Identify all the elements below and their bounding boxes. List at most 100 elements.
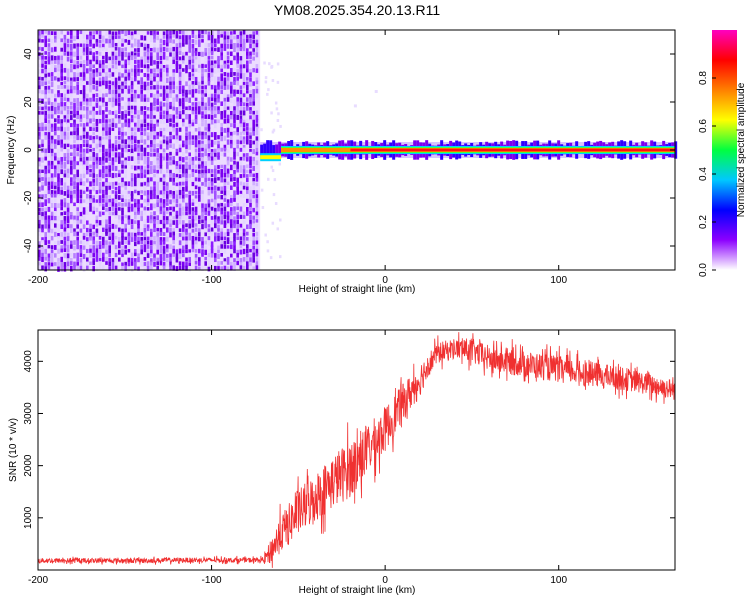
noise-cell bbox=[47, 153, 51, 158]
noise-cell bbox=[50, 63, 54, 69]
noise-cell bbox=[38, 186, 41, 192]
noise-cell bbox=[41, 106, 44, 111]
noise-cell bbox=[63, 76, 67, 81]
noise-cell bbox=[220, 64, 223, 69]
noise-cell bbox=[236, 144, 239, 149]
noise-cell bbox=[146, 64, 150, 69]
noise-cell bbox=[191, 81, 195, 85]
noise-cell bbox=[182, 35, 185, 41]
noise-cell bbox=[66, 56, 70, 62]
noise-cell bbox=[201, 156, 204, 162]
noise-cell bbox=[185, 114, 188, 120]
noise-cell bbox=[207, 101, 211, 107]
noise-cell bbox=[82, 76, 86, 82]
noise-cell bbox=[60, 161, 63, 166]
noise-cell bbox=[82, 164, 86, 170]
noise-cell bbox=[207, 43, 211, 48]
noise-cell bbox=[194, 118, 198, 124]
noise-cell bbox=[92, 77, 95, 83]
noise-cell bbox=[191, 73, 195, 78]
colorbar-scale bbox=[712, 30, 737, 270]
noise-cell bbox=[204, 69, 207, 74]
noise-cell bbox=[41, 245, 44, 250]
noise-cell bbox=[47, 85, 51, 91]
noise-cell bbox=[82, 148, 86, 153]
noise-cell bbox=[172, 256, 175, 261]
noise-cell bbox=[175, 43, 179, 49]
noise-cell bbox=[111, 43, 115, 49]
noise-cell bbox=[134, 77, 137, 82]
noise-cell bbox=[230, 31, 233, 35]
noise-cell bbox=[239, 161, 243, 166]
noise-cell bbox=[217, 169, 220, 175]
noise-cell bbox=[95, 177, 99, 183]
noise-cell bbox=[230, 219, 233, 225]
noise-cell bbox=[255, 215, 259, 219]
noise-cell bbox=[98, 105, 102, 111]
noise-cell bbox=[118, 241, 121, 246]
noise-cell bbox=[102, 227, 105, 232]
noise-cell bbox=[255, 68, 259, 73]
noise-cell bbox=[214, 156, 217, 161]
noise-cell bbox=[246, 68, 249, 73]
noise-cell bbox=[54, 202, 57, 208]
noise-cell bbox=[114, 123, 118, 128]
noise-cell bbox=[239, 168, 243, 173]
noise-cell bbox=[162, 190, 166, 196]
noise-cell bbox=[175, 55, 179, 61]
noise-cell bbox=[188, 152, 191, 157]
noise-cell bbox=[153, 232, 156, 238]
noise-cell bbox=[210, 114, 214, 120]
noise-cell bbox=[201, 224, 204, 230]
noise-cell bbox=[233, 241, 236, 246]
noise-cell bbox=[169, 122, 172, 127]
noise-cell bbox=[111, 157, 115, 162]
noise-cell bbox=[124, 174, 127, 179]
noise-cell bbox=[223, 106, 227, 111]
noise-cell bbox=[198, 173, 201, 179]
noise-cell bbox=[166, 77, 169, 84]
noise-cell bbox=[162, 152, 166, 157]
noise-cell bbox=[249, 77, 252, 83]
noise-cell bbox=[70, 110, 73, 115]
noise-cell bbox=[41, 111, 44, 115]
noise-cell bbox=[114, 245, 118, 250]
noise-cell bbox=[153, 244, 156, 250]
noise-cell bbox=[79, 60, 83, 65]
noise-cell bbox=[111, 72, 115, 77]
noise-cell bbox=[214, 228, 217, 233]
noise-cell bbox=[57, 190, 60, 196]
noise-cell bbox=[239, 56, 243, 61]
noise-cell bbox=[102, 35, 105, 40]
noise-cell bbox=[178, 106, 182, 111]
noise-cell bbox=[95, 68, 99, 74]
noise-cell bbox=[98, 93, 102, 99]
noise-cell bbox=[194, 240, 198, 245]
noise-cell bbox=[239, 206, 243, 212]
noise-cell bbox=[162, 203, 166, 208]
noise-cell bbox=[73, 193, 76, 199]
noise-cell bbox=[44, 85, 47, 90]
noise-cell bbox=[50, 127, 54, 132]
noise-cell bbox=[76, 244, 79, 250]
noise-cell bbox=[175, 266, 179, 271]
noise-cell bbox=[182, 220, 185, 225]
noise-cell bbox=[130, 81, 134, 86]
noise-cell bbox=[230, 249, 233, 254]
noise-cell bbox=[214, 219, 217, 224]
noise-cell bbox=[198, 215, 201, 220]
noise-cell bbox=[73, 89, 76, 94]
noise-cell bbox=[73, 144, 76, 149]
noise-cell bbox=[172, 52, 175, 57]
noise-cell bbox=[191, 135, 195, 140]
noise-cell bbox=[130, 131, 134, 137]
noise-cell bbox=[239, 68, 243, 74]
noise-cell bbox=[38, 249, 41, 255]
noise-cell bbox=[73, 245, 76, 251]
noise-cell bbox=[220, 114, 223, 120]
noise-cell bbox=[105, 114, 108, 119]
noise-cell bbox=[118, 177, 121, 182]
noise-cell bbox=[182, 195, 185, 200]
noise-cell bbox=[252, 198, 255, 203]
noise-cell bbox=[214, 47, 217, 52]
